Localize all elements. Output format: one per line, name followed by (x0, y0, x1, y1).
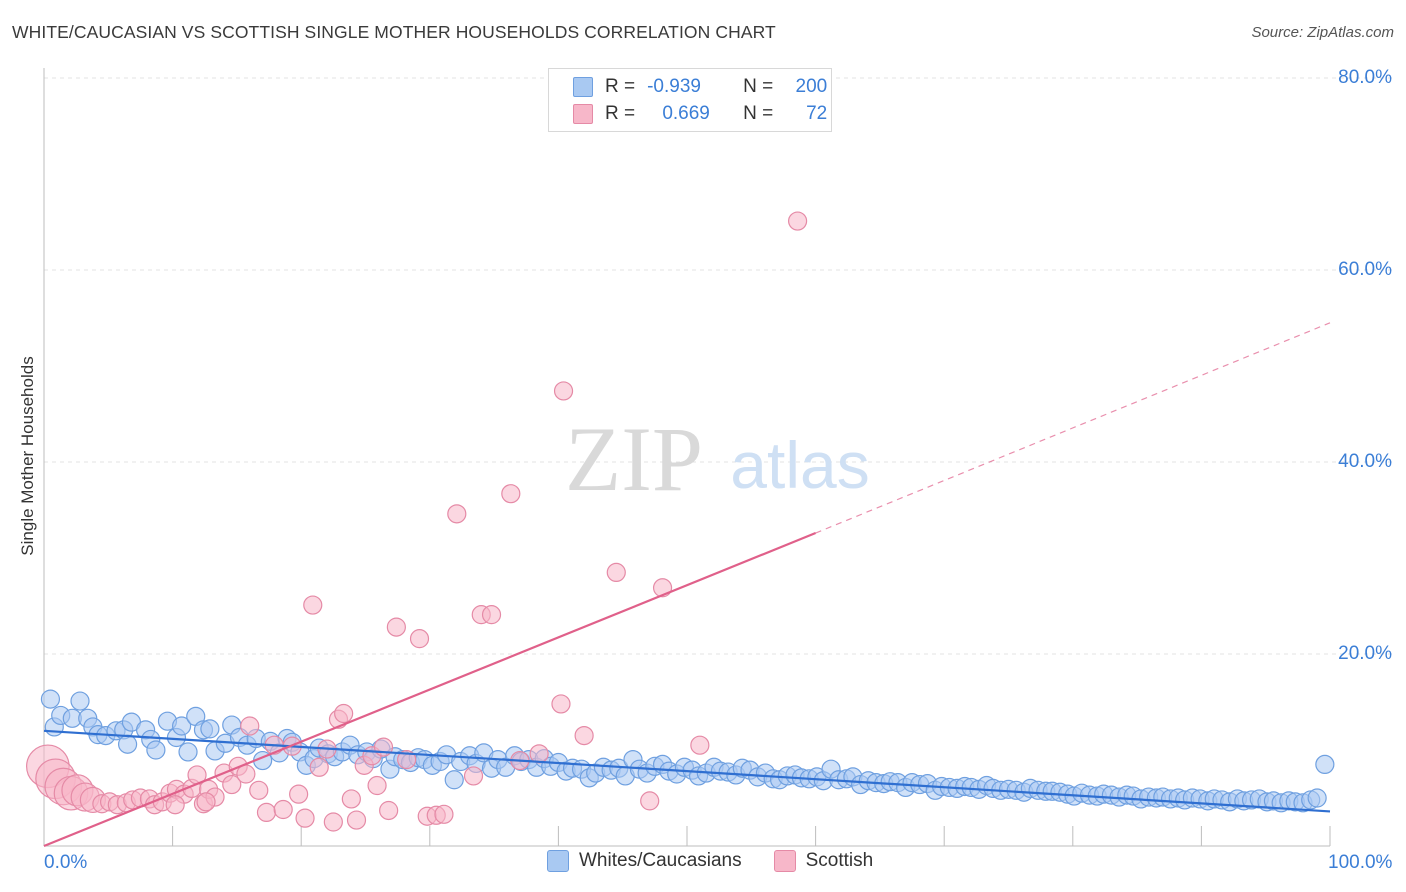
stats-row-scottish: R = 0.669 N = 72 (573, 101, 827, 127)
scottish-point (334, 703, 354, 724)
scottish-point (303, 595, 323, 615)
scottish-point (323, 812, 343, 832)
whites-point (1307, 788, 1327, 808)
scottish-point (165, 795, 185, 815)
n-value: 200 (795, 76, 828, 97)
scottish-point (256, 802, 277, 823)
grid (44, 77, 1392, 655)
scottish-point (289, 784, 309, 804)
y-tick-label: 20.0% (1338, 643, 1392, 664)
whites-legend-swatch (547, 850, 569, 872)
series-whites-points (40, 689, 1335, 813)
legend-label-whites: Whites/Caucasians (579, 850, 742, 871)
series-legend: Whites/Caucasians Scottish (547, 850, 905, 872)
scottish-point (481, 605, 502, 625)
whites-point (146, 740, 166, 760)
source-label: Source: ZipAtlas.com (1251, 24, 1394, 41)
scottish-point (606, 562, 626, 583)
scottish-point (397, 749, 417, 770)
scottish-point (529, 744, 549, 764)
scottish-point (196, 792, 216, 812)
scottish-trend-extension (815, 322, 1331, 534)
whites-point (1315, 754, 1335, 775)
y-tick-label: 40.0% (1338, 451, 1392, 472)
whites-point (200, 719, 220, 739)
axes (43, 68, 1331, 847)
scottish-swatch (573, 104, 593, 124)
trend-lines (43, 322, 1331, 848)
scottish-point (409, 629, 430, 649)
scottish-point (367, 775, 387, 796)
scottish-point (222, 774, 242, 795)
legend-item-whites[interactable]: Whites/Caucasians (547, 850, 742, 872)
legend-item-scottish[interactable]: Scottish (773, 850, 874, 872)
n-label: N = (743, 103, 774, 124)
scottish-point (501, 484, 521, 504)
series-scottish-points (26, 211, 808, 832)
scottish-point (346, 810, 367, 830)
scottish-point (640, 791, 660, 811)
whites-point (117, 734, 138, 754)
scottish-point (574, 725, 594, 746)
scottish-point (787, 211, 808, 231)
scottish-point (249, 780, 269, 800)
whites-trend-line (43, 729, 1331, 813)
scottish-point (295, 808, 315, 828)
scottish-point (447, 504, 467, 524)
watermark-zip: ZIP (565, 408, 703, 510)
whites-point (178, 742, 198, 762)
whites-point (70, 691, 90, 711)
whites-swatch (573, 77, 593, 97)
scottish-point (240, 716, 260, 736)
r-value: -0.939 (647, 76, 701, 97)
stats-row-whites: R = -0.939 N = 200 (573, 74, 827, 100)
scottish-trend-line (43, 532, 817, 848)
y-tick-label: 80.0% (1338, 67, 1392, 88)
chart-title: WHITE/CAUCASIAN VS SCOTTISH SINGLE MOTHE… (12, 22, 776, 42)
scottish-point (463, 766, 484, 786)
watermark: ZIP atlas (565, 408, 870, 510)
legend-label-scottish: Scottish (805, 850, 874, 871)
scottish-point (690, 735, 710, 755)
r-value: 0.669 (662, 103, 710, 124)
scottish-point (553, 381, 574, 401)
scottish-legend-swatch (773, 850, 796, 872)
scottish-point (386, 617, 406, 637)
scottish-point (341, 789, 361, 809)
y-tick-label: 60.0% (1338, 259, 1392, 280)
whites-point (444, 770, 464, 790)
r-label: R = (605, 76, 636, 97)
watermark-atlas: atlas (730, 428, 869, 502)
scottish-point (434, 804, 454, 824)
scottish-point (309, 757, 329, 777)
scottish-point (273, 799, 293, 820)
scottish-point (379, 800, 399, 821)
whites-point (40, 689, 61, 709)
scottish-point (551, 694, 571, 714)
whites-point (172, 716, 192, 736)
x-tick-max: 100.0% (1328, 852, 1393, 873)
stats-legend: R = -0.939 N = 200 R = 0.669 N = 72 (548, 68, 832, 132)
r-label: R = (605, 103, 636, 124)
x-tick-min: 0.0% (44, 852, 88, 873)
n-label: N = (743, 76, 774, 97)
n-value: 72 (806, 103, 828, 124)
